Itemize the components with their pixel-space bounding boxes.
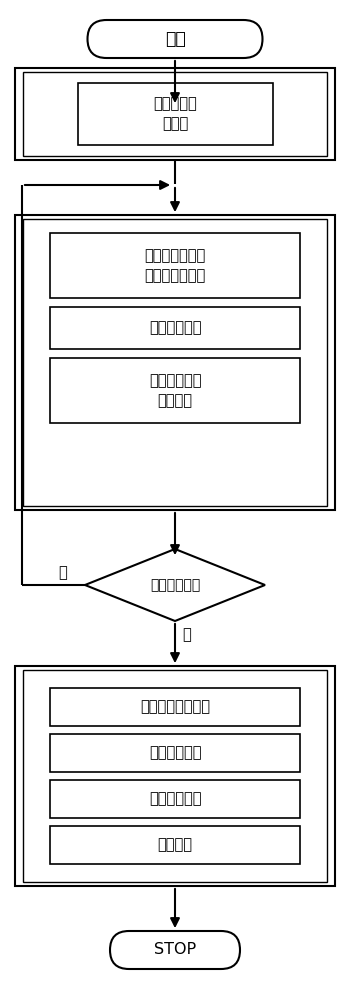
Bar bbox=[23, 219, 327, 506]
Text: 停止发送校准信号: 停止发送校准信号 bbox=[140, 700, 210, 714]
Bar bbox=[50, 307, 300, 349]
Bar bbox=[77, 83, 273, 145]
Text: 数据采集控制: 数据采集控制 bbox=[149, 320, 201, 336]
Bar bbox=[50, 734, 300, 772]
Bar bbox=[50, 780, 300, 818]
Text: STOP: STOP bbox=[154, 942, 196, 958]
Text: 否: 否 bbox=[59, 566, 67, 580]
Text: 信号发生器
初始化: 信号发生器 初始化 bbox=[153, 97, 197, 131]
Bar bbox=[23, 670, 327, 882]
Text: 开始: 开始 bbox=[164, 30, 186, 48]
Bar bbox=[50, 358, 300, 423]
Bar bbox=[23, 72, 327, 156]
Text: 处理通道参数: 处理通道参数 bbox=[149, 746, 201, 760]
Polygon shape bbox=[85, 549, 265, 621]
Bar bbox=[50, 688, 300, 726]
Bar bbox=[15, 666, 335, 886]
Text: 频点校准完毕: 频点校准完毕 bbox=[150, 578, 200, 592]
Text: 数据采集控制: 数据采集控制 bbox=[149, 792, 201, 806]
Bar bbox=[50, 233, 300, 298]
Text: 是: 是 bbox=[183, 628, 191, 643]
Bar bbox=[15, 68, 335, 160]
FancyBboxPatch shape bbox=[110, 931, 240, 969]
Text: 进行通道参数
提取算法: 进行通道参数 提取算法 bbox=[149, 373, 201, 408]
Bar bbox=[50, 826, 300, 864]
Text: 通道补偿: 通道补偿 bbox=[158, 838, 192, 852]
Text: 设置信号发送器
参数及发送信号: 设置信号发送器 参数及发送信号 bbox=[144, 248, 206, 283]
FancyBboxPatch shape bbox=[88, 20, 262, 58]
Bar bbox=[15, 215, 335, 510]
